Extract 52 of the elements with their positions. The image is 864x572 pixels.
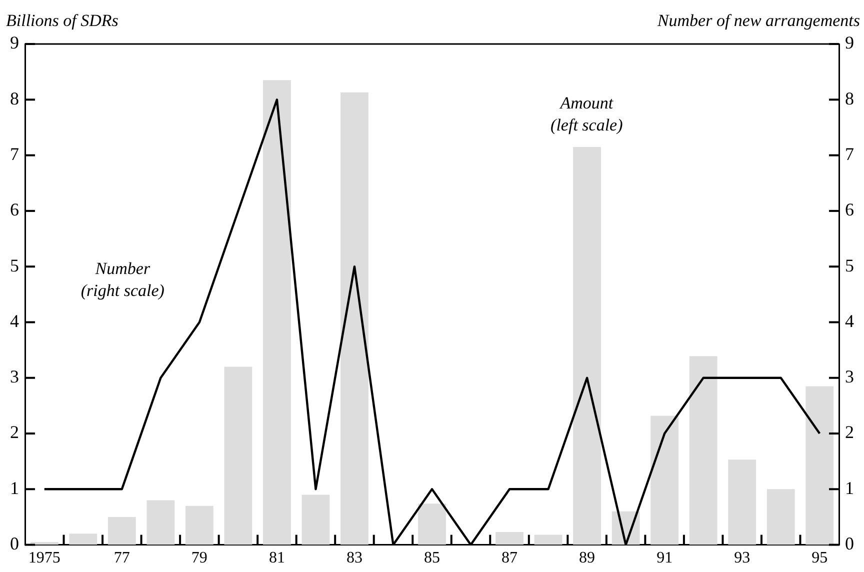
y2-tick-label: 4 [845,310,854,331]
bar [224,366,252,545]
y2-tick-label: 6 [845,200,854,220]
x-tick-label: 83 [346,550,362,567]
bar [534,534,562,545]
x-tick-label: 95 [812,550,828,567]
y-tick-label: 3 [10,366,19,387]
bar [302,494,330,545]
annotation: Amount (left scale) [550,94,624,135]
bar [263,80,291,545]
y-tick-label: 7 [10,144,19,164]
y2-tick-label: 7 [845,144,854,164]
bar [340,92,368,545]
y2-tick-label: 0 [845,534,854,554]
bar [766,489,795,545]
y-axis-title: Billions of SDRs [6,10,119,30]
y-tick-label: 8 [10,88,19,108]
bar [650,416,679,545]
x-tick-label: 79 [191,550,208,567]
x-tick-label: 1975 [28,550,60,567]
bar [689,356,718,545]
bar [185,506,214,545]
y2-tick-label: 8 [845,88,854,108]
annotation: Number (right scale) [80,258,165,300]
bar [728,460,756,545]
bar [806,386,834,545]
y2-tick-label: 9 [845,32,854,53]
y-tick-label: 4 [10,310,19,331]
bar [496,532,524,545]
bar [108,516,136,545]
y2-tick-label: 3 [845,366,854,387]
bar [573,146,601,545]
x-tick-label: 89 [579,550,596,567]
y2-tick-label: 5 [845,255,854,276]
y-tick-label: 5 [10,255,19,276]
x-tick-label: 87 [502,550,518,567]
bar [146,500,175,545]
y2-tick-label: 2 [845,422,854,442]
x-tick-label: 81 [268,550,285,567]
y-tick-label: 0 [10,534,19,554]
y-tick-label: 2 [10,422,19,442]
x-tick-label: 85 [424,550,440,567]
y-tick-label: 1 [10,478,19,498]
y2-tick-label: 1 [845,478,854,498]
y-tick-label: 9 [10,32,19,53]
bar [418,504,446,545]
y2-axis-title: Number of new arrangements [656,10,860,30]
x-tick-label: 93 [734,550,750,567]
y-tick-label: 6 [10,200,19,220]
x-tick-label: 77 [114,550,130,567]
x-tick-label: 91 [656,550,673,567]
bar [69,534,98,545]
